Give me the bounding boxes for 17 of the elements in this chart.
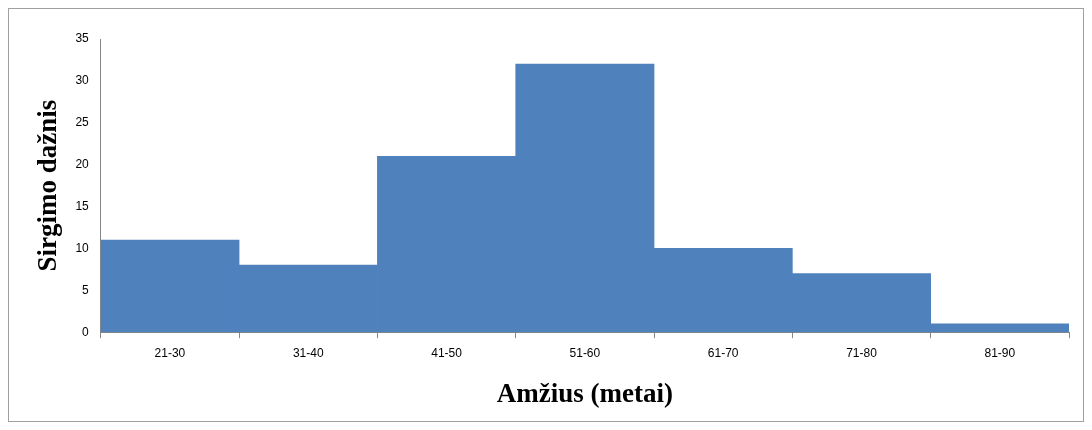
y-tick-label: 5 — [82, 282, 90, 297]
x-tick-label: 71-80 — [846, 345, 878, 360]
y-tick-label: 0 — [82, 324, 90, 339]
x-tick-label: 51-60 — [569, 345, 601, 360]
y-tick-label: 10 — [75, 240, 90, 255]
x-tick-label: 81-90 — [984, 345, 1016, 360]
x-axis-title: Amžius (metai) — [496, 377, 673, 408]
x-tick-label: 61-70 — [707, 345, 739, 360]
y-tick-label: 30 — [75, 73, 90, 88]
y-axis-title: Sirgimo dažnis — [32, 99, 63, 272]
x-tick-label: 41-50 — [431, 345, 463, 360]
y-tick-label: 35 — [75, 31, 90, 46]
y-tick-label: 15 — [75, 198, 90, 213]
x-tick-label: 21-30 — [154, 345, 186, 360]
x-tick-label: 31-40 — [292, 345, 324, 360]
y-tick-label: 20 — [75, 156, 90, 171]
y-tick-label: 25 — [75, 115, 90, 130]
